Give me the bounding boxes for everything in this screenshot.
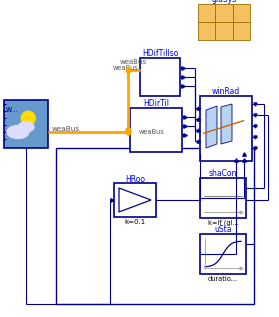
Ellipse shape — [7, 126, 29, 139]
Bar — [200, 96, 252, 161]
Polygon shape — [119, 188, 151, 212]
Text: glaSys: glaSys — [211, 0, 237, 4]
Polygon shape — [221, 104, 232, 144]
Bar — [233, 4, 250, 22]
Text: weaBus: weaBus — [52, 126, 80, 132]
Polygon shape — [206, 106, 217, 148]
Bar — [56, 148, 254, 304]
Bar — [215, 22, 233, 40]
Bar — [198, 4, 215, 22]
Text: w...: w... — [6, 105, 19, 114]
Bar — [114, 183, 156, 217]
Bar — [4, 100, 48, 148]
Text: HRoo: HRoo — [125, 174, 145, 184]
Bar — [130, 108, 182, 152]
Bar — [200, 234, 246, 274]
Text: winRad: winRad — [212, 87, 240, 96]
Text: HDirTil: HDirTil — [143, 100, 169, 108]
Text: duratio...: duratio... — [208, 276, 238, 282]
Text: shaCon: shaCon — [209, 170, 237, 178]
Bar — [215, 4, 233, 22]
Circle shape — [21, 111, 35, 125]
Text: weaBus: weaBus — [139, 129, 165, 135]
Text: weaBus: weaBus — [112, 65, 138, 71]
Text: uSta: uSta — [214, 225, 232, 235]
Text: weaBus: weaBus — [120, 59, 147, 65]
Bar — [140, 58, 180, 96]
Bar — [200, 178, 246, 218]
Text: k=if (gl...: k=if (gl... — [208, 220, 239, 226]
Text: HDifTilIso: HDifTilIso — [142, 49, 178, 59]
Bar — [233, 22, 250, 40]
Bar — [198, 22, 215, 40]
Text: k=0.1: k=0.1 — [124, 219, 146, 225]
Ellipse shape — [18, 122, 34, 132]
